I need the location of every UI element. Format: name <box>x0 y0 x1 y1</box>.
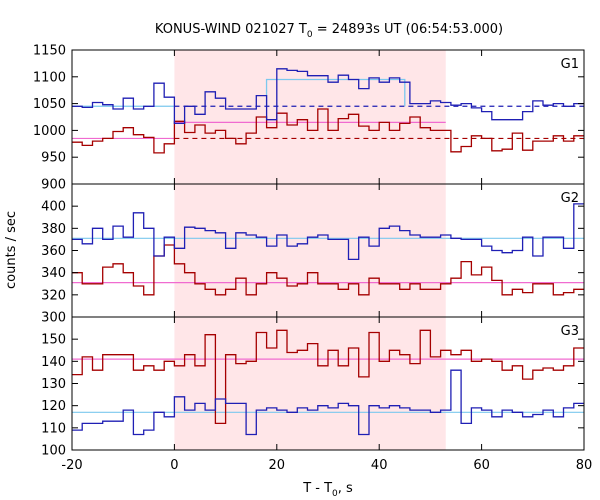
x-tick-label: 80 <box>576 458 593 473</box>
series-red-g3 <box>72 329 584 425</box>
plot-panels: 9009501000105011001150G13003203403603804… <box>33 44 592 474</box>
blue-fit-step <box>265 78 406 107</box>
panel-label: G2 <box>561 191 579 206</box>
x-tick-label: 20 <box>269 458 286 473</box>
x-tick-label: 40 <box>371 458 388 473</box>
panel-g1: 900 950 1000 1050 1100 1150 G1 <box>33 44 585 193</box>
x-tick-label: 60 <box>473 458 490 473</box>
y-tick-label: 110 <box>41 421 66 436</box>
y-tick-label: 400 <box>41 200 66 215</box>
y-tick-label: 340 <box>41 266 66 281</box>
panel-g3: 100 110 120 130 140 150 G3 <box>41 316 585 459</box>
y-tick-label: 140 <box>41 355 66 370</box>
panel-g2: 300 320 340 360 380 400 G2 <box>41 183 585 326</box>
y-tick-label: 120 <box>41 399 66 414</box>
series-blue-g2 <box>72 203 584 261</box>
series-blue-g1 <box>72 68 584 125</box>
y-tick-label: 1050 <box>33 97 66 112</box>
y-tick-label: 130 <box>41 377 66 392</box>
y-tick-label: 360 <box>41 244 66 259</box>
y-tick-label: 320 <box>41 288 66 303</box>
y-tick-label: 100 <box>41 444 66 459</box>
x-axis-label: T - T0, s <box>302 481 353 499</box>
x-tick-label: -20 <box>61 458 82 473</box>
panel-plot-area <box>72 203 584 296</box>
y-tick-label: 900 <box>41 178 66 193</box>
series-blue-g3 <box>72 369 584 436</box>
panel-label: G3 <box>561 324 579 339</box>
panel-plot-area <box>72 68 584 154</box>
highlight-band <box>174 184 446 317</box>
highlight-band <box>174 50 446 184</box>
y-tick-label: 300 <box>41 311 66 326</box>
x-tick-label: 0 <box>170 458 178 473</box>
chart-title: KONUS-WIND 021027 T0 = 24893s UT (06:54:… <box>155 22 503 40</box>
y-tick-label: 950 <box>41 151 66 166</box>
highlight-band <box>174 317 446 450</box>
series-red-g1 <box>72 108 584 154</box>
y-tick-label: 1150 <box>33 44 66 59</box>
y-tick-label: 380 <box>41 222 66 237</box>
y-tick-label: 1000 <box>33 124 66 139</box>
panel-plot-area <box>72 329 584 436</box>
panel-label: G1 <box>561 57 579 72</box>
y-tick-label: 1100 <box>33 70 66 85</box>
y-tick-label: 150 <box>41 333 66 348</box>
y-axis-label: counts / sec <box>4 211 19 289</box>
